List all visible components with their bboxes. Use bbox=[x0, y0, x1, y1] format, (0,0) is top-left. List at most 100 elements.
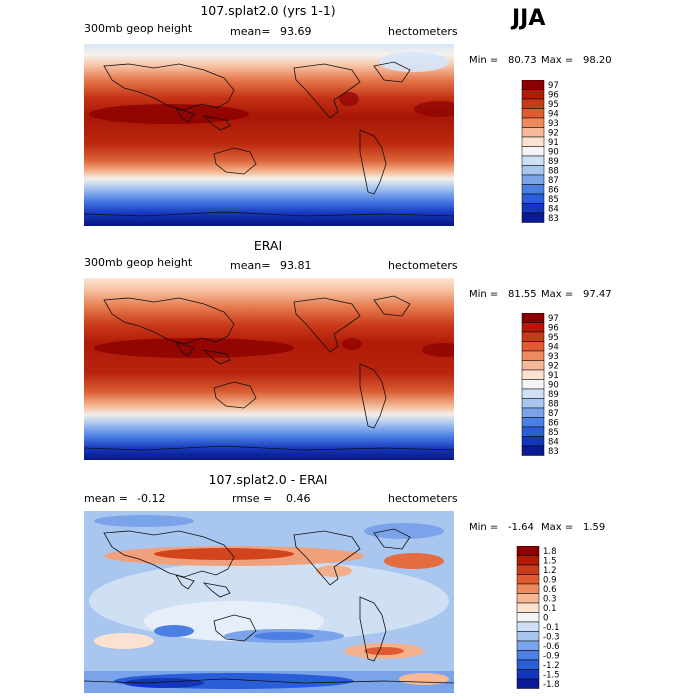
panel-2-map bbox=[84, 278, 454, 460]
colorbar-swatch bbox=[521, 313, 545, 323]
colorbar-tick-label: 89 bbox=[548, 157, 559, 167]
colorbar-swatch bbox=[521, 369, 545, 380]
panel-3-map bbox=[84, 511, 454, 693]
panel-2-min-value: 81.55 bbox=[508, 289, 537, 300]
colorbar-swatch bbox=[521, 417, 545, 428]
colorbar-swatch bbox=[516, 612, 540, 623]
colorbar-swatch bbox=[521, 407, 545, 418]
colorbar-tick-label: 94 bbox=[548, 110, 559, 120]
panel-3-title: 107.splat2.0 - ERAI bbox=[208, 472, 328, 487]
colorbar-swatch bbox=[516, 583, 540, 594]
colorbar-tick-label: 88 bbox=[548, 400, 559, 410]
colorbar-swatch bbox=[521, 108, 545, 119]
colorbar-swatch bbox=[521, 426, 545, 437]
colorbar-swatch bbox=[521, 379, 545, 390]
panel-2-title: ERAI bbox=[253, 238, 283, 253]
panel-3-rmse-label: rmse = bbox=[232, 492, 273, 505]
colorbar-swatch bbox=[516, 564, 540, 575]
colorbar-swatch bbox=[521, 322, 545, 333]
colorbar-tick-label: 96 bbox=[548, 324, 559, 334]
panel-1-mean-label: mean= bbox=[230, 25, 271, 38]
colorbar-tick-label: 0.3 bbox=[543, 595, 557, 605]
panel-2-mean-label: mean= bbox=[230, 259, 271, 272]
colorbar-swatch bbox=[516, 574, 540, 585]
colorbar-swatch bbox=[521, 388, 545, 399]
colorbar-tick-label: 97 bbox=[548, 81, 559, 91]
colorbar-swatch bbox=[521, 331, 545, 342]
panel-2-units: hectometers bbox=[388, 259, 458, 272]
panel-3-max-label: Max = bbox=[541, 522, 574, 533]
colorbar-tick-label: 85 bbox=[548, 195, 559, 205]
colorbar-tick-label: 92 bbox=[548, 129, 559, 139]
panel-3-colorbar: 1.81.51.20.90.60.30.10-0.1-0.3-0.6-0.9-1… bbox=[516, 546, 560, 690]
colorbar-tick-label: 89 bbox=[548, 390, 559, 400]
colorbar-swatch bbox=[516, 631, 540, 642]
colorbar-tick-label: 87 bbox=[548, 409, 559, 419]
panel-3-rmse-value: 0.46 bbox=[286, 492, 311, 505]
colorbar-tick-label: -0.3 bbox=[543, 633, 560, 643]
panel-2-max-value: 97.47 bbox=[583, 289, 612, 300]
panel-1-min-label: Min = bbox=[469, 55, 499, 66]
colorbar-tick-label: 1.5 bbox=[543, 557, 557, 567]
panel-1-max-label: Max = bbox=[541, 55, 574, 66]
season-label: JJA bbox=[512, 6, 546, 31]
colorbar-tick-label: -0.9 bbox=[543, 652, 560, 662]
colorbar-swatch bbox=[521, 136, 545, 147]
colorbar-tick-label: 1.8 bbox=[543, 547, 557, 557]
colorbar-tick-label: 83 bbox=[548, 447, 559, 457]
colorbar-tick-label: -0.1 bbox=[543, 623, 560, 633]
colorbar-tick-label: 91 bbox=[548, 138, 559, 148]
panel-3-min-label: Min = bbox=[469, 522, 499, 533]
panel-3-units: hectometers bbox=[388, 492, 458, 505]
colorbar-swatch bbox=[516, 602, 540, 613]
panel-3-mean-value: -0.12 bbox=[137, 492, 166, 505]
panel-1-variable-label: 300mb geop height bbox=[84, 22, 193, 35]
colorbar-tick-label: -1.8 bbox=[543, 680, 560, 690]
colorbar-swatch bbox=[521, 203, 545, 214]
colorbar-swatch bbox=[516, 659, 540, 670]
colorbar-swatch bbox=[521, 174, 545, 185]
colorbar-swatch bbox=[516, 650, 540, 661]
panel-2-mean-value: 93.81 bbox=[280, 259, 312, 272]
colorbar-tick-label: 85 bbox=[548, 428, 559, 438]
colorbar-tick-label: 83 bbox=[548, 214, 559, 224]
colorbar-tick-label: 88 bbox=[548, 167, 559, 177]
colorbar-tick-label: 87 bbox=[548, 176, 559, 186]
colorbar-swatch bbox=[516, 546, 540, 556]
colorbar-swatch bbox=[516, 593, 540, 604]
colorbar-swatch bbox=[521, 398, 545, 409]
colorbar-swatch bbox=[521, 98, 545, 109]
colorbar-tick-label: 95 bbox=[548, 100, 559, 110]
colorbar-swatch bbox=[521, 80, 545, 90]
colorbar-tick-label: 0.1 bbox=[543, 604, 557, 614]
colorbar-tick-label: -1.5 bbox=[543, 671, 560, 681]
colorbar-swatch bbox=[521, 146, 545, 157]
panel-1-max-value: 98.20 bbox=[583, 55, 612, 66]
panel-1-map bbox=[84, 44, 454, 226]
colorbar-tick-label: 0.6 bbox=[543, 585, 557, 595]
colorbar-tick-label: 93 bbox=[548, 119, 559, 129]
colorbar-swatch bbox=[521, 127, 545, 138]
panel-2-max-label: Max = bbox=[541, 289, 574, 300]
colorbar-swatch bbox=[521, 445, 545, 456]
colorbar-swatch bbox=[516, 555, 540, 566]
colorbar-swatch bbox=[521, 212, 545, 223]
colorbar-tick-label: -0.6 bbox=[543, 642, 560, 652]
colorbar-tick-label: 92 bbox=[548, 362, 559, 372]
colorbar-tick-label: -1.2 bbox=[543, 661, 560, 671]
colorbar-tick-label: 0 bbox=[543, 614, 548, 624]
panel-1-mean-value: 93.69 bbox=[280, 25, 312, 38]
colorbar-swatch bbox=[521, 360, 545, 371]
colorbar-tick-label: 96 bbox=[548, 91, 559, 101]
colorbar-swatch bbox=[521, 350, 545, 361]
colorbar-swatch bbox=[516, 669, 540, 680]
colorbar-swatch bbox=[521, 184, 545, 195]
colorbar-tick-label: 94 bbox=[548, 343, 559, 353]
colorbar-tick-label: 1.2 bbox=[543, 566, 557, 576]
panel-1-units: hectometers bbox=[388, 25, 458, 38]
panel-1-min-value: 80.73 bbox=[508, 55, 537, 66]
panel-2-min-label: Min = bbox=[469, 289, 499, 300]
colorbar-swatch bbox=[521, 117, 545, 128]
panel-3-min-value: -1.64 bbox=[508, 522, 534, 533]
